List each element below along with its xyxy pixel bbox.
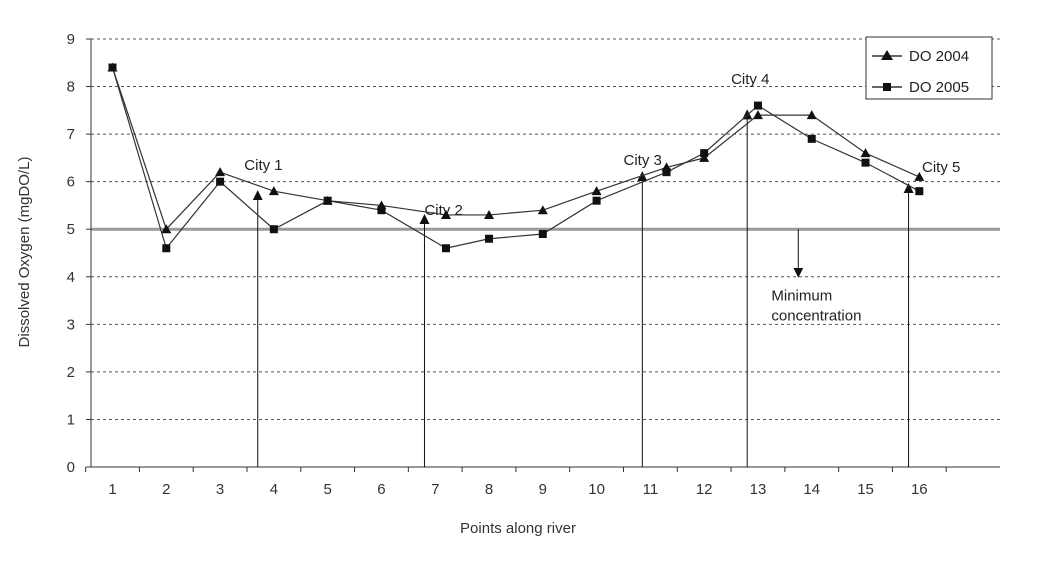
legend-label-2005: DO 2005 <box>909 79 969 96</box>
point-1-9 <box>592 196 601 205</box>
x-tick-label-10: 10 <box>588 481 605 498</box>
series-line-0 <box>111 67 920 231</box>
y-tick-label-7: 7 <box>67 126 75 143</box>
point-1-3 <box>269 225 278 234</box>
point-1-13 <box>807 134 816 143</box>
x-tick-label-13: 13 <box>750 481 767 498</box>
minimum-label-line-2: concentration <box>771 308 861 325</box>
x-tick-label-5: 5 <box>323 481 331 498</box>
legend: DO 2004 DO 2005 <box>865 36 993 100</box>
point-1-10 <box>662 168 671 177</box>
point-0-14 <box>860 148 871 158</box>
point-0-6 <box>440 209 451 219</box>
point-0-2 <box>215 167 226 177</box>
city1-label: City 1 <box>244 157 282 174</box>
point-0-9 <box>591 186 602 196</box>
y-axis-title: Dissolved Oxygen (mgDO/L) <box>16 157 33 348</box>
x-tick-label-11: 11 <box>643 481 659 498</box>
x-tick-label-16: 16 <box>911 481 928 498</box>
y-tick-label-2: 2 <box>67 364 75 381</box>
x-tick-label-2: 2 <box>162 481 170 498</box>
minimum-label-line-1: Minimum <box>771 288 832 305</box>
point-1-1 <box>162 244 171 253</box>
point-0-3 <box>268 186 279 196</box>
series <box>107 62 925 253</box>
legend-marker-2005 <box>883 83 891 91</box>
x-tick-label-3: 3 <box>216 481 224 498</box>
x-tick-label-12: 12 <box>696 481 713 498</box>
x-tick-label-4: 4 <box>270 481 278 498</box>
point-1-8 <box>538 229 547 238</box>
city4-label: City 4 <box>731 71 769 88</box>
point-1-15 <box>915 187 924 196</box>
y-tick-label-4: 4 <box>67 269 75 286</box>
y-tick-label-9: 9 <box>67 31 75 48</box>
series-0 <box>107 62 925 234</box>
point-0-12 <box>752 110 763 120</box>
x-tick-label-15: 15 <box>857 481 874 498</box>
minimum-label: Minimum concentration <box>771 288 861 325</box>
x-tick-label-8: 8 <box>485 481 493 498</box>
point-1-12 <box>753 101 762 110</box>
y-tick-label-6: 6 <box>67 174 75 191</box>
x-tick-label-6: 6 <box>377 481 385 498</box>
x-axis-title: Points along river <box>460 520 576 537</box>
point-1-11 <box>700 149 709 158</box>
point-0-1 <box>161 224 172 234</box>
series-line-1 <box>111 67 920 250</box>
y-tick-label-8: 8 <box>67 79 75 96</box>
point-1-2 <box>216 177 225 186</box>
x-tick-label-9: 9 <box>539 481 547 498</box>
point-0-8 <box>537 205 548 215</box>
point-1-0 <box>108 63 117 72</box>
x-tick-label-14: 14 <box>803 481 820 498</box>
point-0-13 <box>806 110 817 120</box>
series-1 <box>108 63 924 253</box>
y-tick-label-3: 3 <box>67 316 75 333</box>
point-0-7 <box>484 209 495 219</box>
legend-marker-2004 <box>881 50 893 60</box>
point-1-14 <box>861 158 870 167</box>
city5-label: City 5 <box>922 159 960 176</box>
point-1-6 <box>441 244 450 253</box>
legend-label-2004: DO 2004 <box>909 48 969 65</box>
y-tick-label-5: 5 <box>67 221 75 238</box>
point-1-5 <box>377 206 386 215</box>
x-tick-label-7: 7 <box>431 481 439 498</box>
point-0-11 <box>699 152 710 162</box>
point-1-7 <box>485 234 494 243</box>
y-tick-label-0: 0 <box>67 459 75 476</box>
y-tick-label-1: 1 <box>67 411 75 428</box>
city3-label: City 3 <box>623 152 661 169</box>
point-1-4 <box>323 196 332 205</box>
x-tick-label-1: 1 <box>108 481 116 498</box>
point-0-15 <box>914 171 925 181</box>
